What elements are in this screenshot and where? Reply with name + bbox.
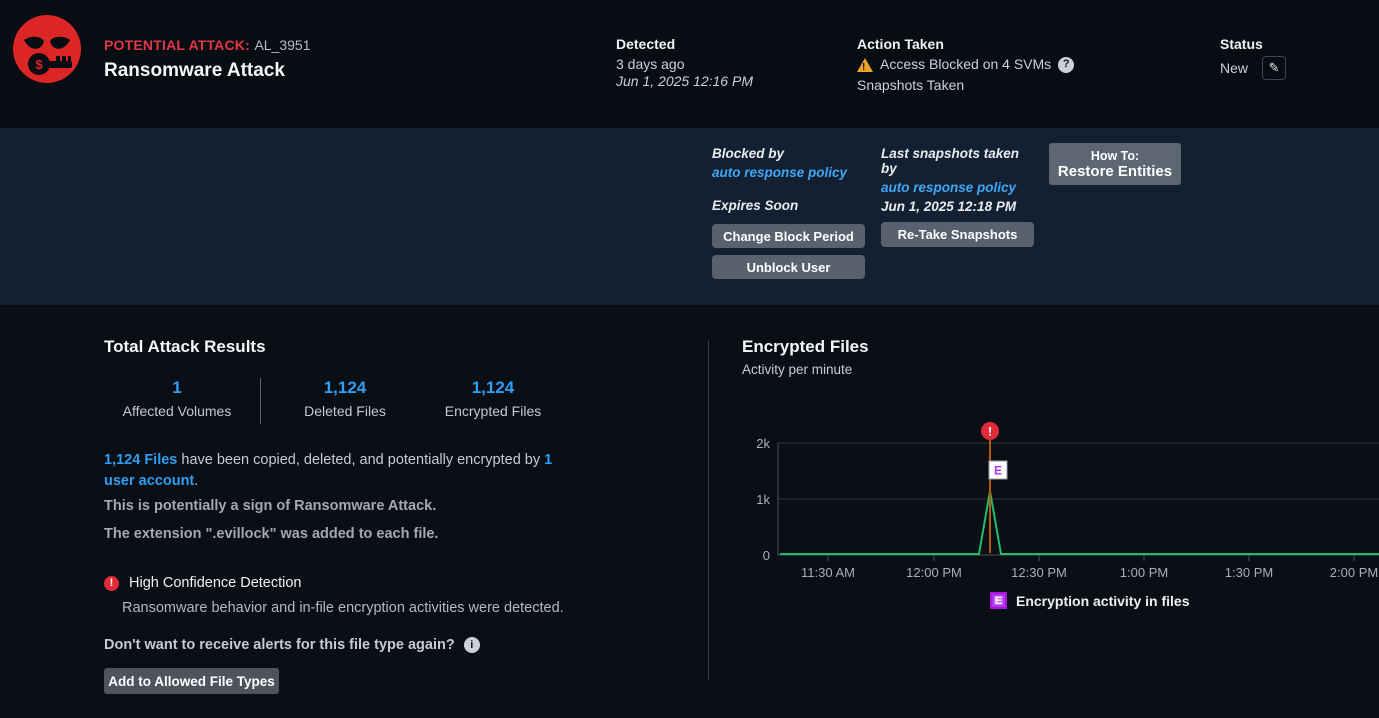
alert-header: $ POTENTIAL ATTACK: AL_3951 Ransomware A… xyxy=(0,0,1379,128)
blocked-by-column: Blocked by auto response policy Expires … xyxy=(712,146,865,279)
y-axis-label-1k: 1k xyxy=(756,492,770,507)
summary-middle-text: have been copied, deleted, and potential… xyxy=(177,452,545,468)
unblock-user-button[interactable]: Unblock User xyxy=(712,255,865,279)
legend-label: Encryption activity in files xyxy=(1016,592,1190,609)
detected-column: Detected 3 days ago Jun 1, 2025 12:16 PM xyxy=(616,36,753,90)
high-confidence-description: Ransomware behavior and in-file encrypti… xyxy=(122,600,564,616)
attack-summary-paragraph: 1,124 Files have been copied, deleted, a… xyxy=(104,450,556,492)
stat-label: Deleted Files xyxy=(304,403,386,419)
encryption-legend-icon: E xyxy=(990,592,1007,609)
howto-line1: How To: xyxy=(1090,149,1140,163)
extension-text: The extension ".evillock" was added to e… xyxy=(104,526,439,542)
ransomware-devil-icon: $ xyxy=(13,15,81,83)
edit-status-button[interactable]: ✎ xyxy=(1262,56,1287,80)
alert-title-block: POTENTIAL ATTACK: AL_3951 Ransomware Att… xyxy=(104,37,311,82)
stat-label: Encrypted Files xyxy=(444,403,542,419)
files-count-link[interactable]: 1,124 Files xyxy=(104,452,178,468)
stat-value: 1 xyxy=(172,378,182,397)
x-axis-label: 1:30 PM xyxy=(1224,565,1274,580)
stat-deleted-files: 1,124 Deleted Files xyxy=(275,378,415,419)
alert-exclamation-marker: ! xyxy=(981,422,999,440)
add-to-allowed-file-types-button[interactable]: Add to Allowed File Types xyxy=(104,668,279,694)
total-attack-results-title: Total Attack Results xyxy=(104,337,266,356)
snapshots-column: Last snapshots taken by auto response po… xyxy=(881,146,1034,247)
snapshots-policy-link[interactable]: auto response policy xyxy=(881,180,1017,195)
summary-period: . xyxy=(194,473,199,489)
x-axis-label: 11:30 AM xyxy=(801,565,855,580)
user-account-link[interactable]: 1 user account xyxy=(104,452,553,489)
action-taken-label: Action Taken xyxy=(857,36,944,52)
stat-label: Affected Volumes xyxy=(122,403,232,419)
y-axis-label-2k: 2k xyxy=(756,436,770,451)
svg-text:E: E xyxy=(994,464,1002,478)
stat-value: 1,124 xyxy=(471,378,515,397)
access-blocked-text: Access Blocked on 4 SVMs xyxy=(880,56,1052,72)
high-confidence-title: High Confidence Detection xyxy=(129,575,302,591)
chart-legend: E Encryption activity in files xyxy=(990,592,1190,609)
stat-encrypted-files: 1,124 Encrypted Files xyxy=(423,378,563,419)
blocked-by-label: Blocked by xyxy=(712,146,785,161)
encryption-event-flag: E xyxy=(988,460,1008,480)
x-axis-label: 12:30 PM xyxy=(1011,565,1067,580)
status-value: New xyxy=(1220,59,1249,76)
chart-title: Encrypted Files xyxy=(742,337,869,356)
alert-id: AL_3951 xyxy=(254,37,311,53)
blocked-policy-link[interactable]: auto response policy xyxy=(712,165,848,180)
action-taken-column: Action Taken Access Blocked on 4 SVMs ? … xyxy=(857,36,1075,94)
retake-snapshots-button[interactable]: Re-Take Snapshots xyxy=(881,222,1034,247)
warning-triangle-icon xyxy=(857,57,873,76)
page-title: Ransomware Attack xyxy=(104,60,285,81)
x-axis-label: 1:00 PM xyxy=(1119,565,1169,580)
encrypted-files-chart[interactable]: ! E xyxy=(742,420,1379,585)
change-block-period-button[interactable]: Change Block Period xyxy=(712,224,865,248)
allow-prompt-text: Don't want to receive alerts for this fi… xyxy=(104,637,455,653)
svg-text:!: ! xyxy=(988,425,992,439)
snapshots-taken-text: Snapshots Taken xyxy=(857,77,965,93)
stat-affected-volumes: 1 Affected Volumes xyxy=(104,378,250,419)
howto-restore-entities-button[interactable]: How To: Restore Entities xyxy=(1049,143,1181,185)
panel-divider xyxy=(708,340,709,680)
detected-timestamp: Jun 1, 2025 12:16 PM xyxy=(616,73,753,89)
encryption-activity-line xyxy=(780,490,1379,555)
ransomware-sign-text: This is potentially a sign of Ransomware… xyxy=(104,498,437,514)
pencil-icon: ✎ xyxy=(1268,60,1280,75)
stat-value: 1,124 xyxy=(323,378,367,397)
allow-prompt-row: Don't want to receive alerts for this fi… xyxy=(104,637,480,653)
status-label: Status xyxy=(1220,36,1263,52)
response-actions-bar: Blocked by auto response policy Expires … xyxy=(0,128,1379,305)
chart-subtitle: Activity per minute xyxy=(742,362,853,377)
expires-soon-note: Expires Soon xyxy=(712,198,799,213)
stats-divider xyxy=(260,378,261,424)
x-axis-label: 12:00 PM xyxy=(906,565,962,580)
detected-relative-time: 3 days ago xyxy=(616,56,685,72)
potential-attack-kicker: POTENTIAL ATTACK: xyxy=(104,37,250,53)
help-question-icon[interactable]: ? xyxy=(1058,56,1075,73)
snapshots-timestamp: Jun 1, 2025 12:18 PM xyxy=(881,199,1017,214)
svg-text:$: $ xyxy=(35,57,43,72)
detected-label: Detected xyxy=(616,36,676,52)
info-icon[interactable]: i xyxy=(463,637,480,653)
howto-line2: Restore Entities xyxy=(1057,163,1173,180)
last-snapshots-label: Last snapshots taken by xyxy=(881,146,1020,176)
red-exclamation-icon: ! xyxy=(104,575,119,591)
y-axis-label-0: 0 xyxy=(762,548,770,563)
x-axis-label: 2:00 PM xyxy=(1329,565,1379,580)
status-column: Status New ✎ xyxy=(1220,36,1287,80)
high-confidence-row: ! High Confidence Detection xyxy=(104,575,302,591)
